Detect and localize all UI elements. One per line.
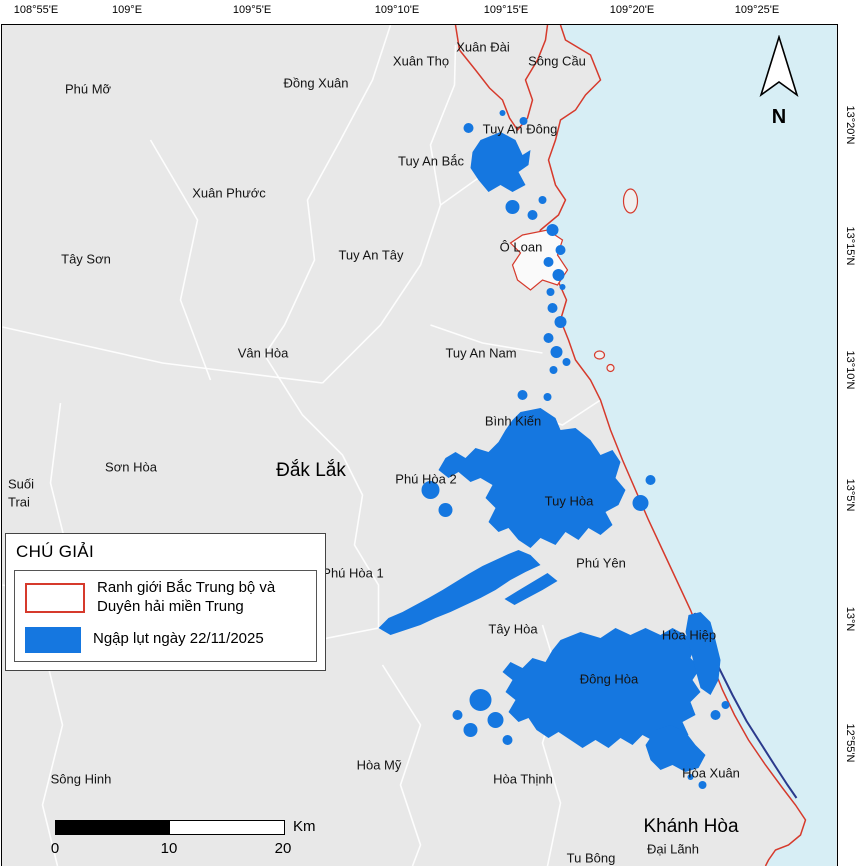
- scale-tick-10: 10: [160, 840, 178, 857]
- place-label-dai-lanh: Đại Lãnh: [646, 841, 700, 857]
- scale-bar-segments: [55, 820, 285, 835]
- scale-tick-0: 0: [50, 840, 60, 857]
- place-label-phu-hoa-2: Phú Hòa 2: [395, 471, 457, 487]
- place-label-dak-lak: Đắk Lắk: [276, 460, 346, 481]
- island: [606, 363, 615, 373]
- scale-unit-label: Km: [293, 818, 316, 835]
- place-label-hoa-hiep: Hòa Hiệp: [661, 627, 717, 643]
- graticule-right-3: 13°5'N: [844, 478, 856, 512]
- graticule-right-1: 13°15'N: [844, 226, 856, 266]
- legend-title: CHÚ GIẢI: [16, 542, 94, 561]
- place-label-tay-hoa: Tây Hòa: [488, 621, 538, 637]
- graticule-right-5: 12°55'N: [844, 723, 856, 763]
- place-label-tu-bong: Tu Bông: [566, 850, 616, 866]
- graticule-top-0: 108°55'E: [13, 4, 59, 16]
- place-label-tuy-an-tay: Tuy An Tây: [338, 247, 404, 263]
- scale-tick-20: 20: [274, 840, 292, 857]
- place-label-phu-hoa-1: Phú Hòa 1: [322, 565, 384, 581]
- place-label-hoa-my: Hòa Mỹ: [356, 757, 402, 773]
- place-label-o-loan: Ô Loan: [499, 239, 543, 255]
- graticule-top-2: 109°5'E: [232, 4, 272, 16]
- place-label-dong-hoa: Đông Hòa: [579, 671, 639, 687]
- north-letter: N: [771, 106, 787, 128]
- place-label-xuan-tho: Xuân Thọ: [392, 53, 450, 69]
- scale-bar: Km 0 10 20: [51, 818, 375, 864]
- map-svg: [2, 25, 837, 866]
- place-label-song-cau: Sông Cầu: [528, 53, 586, 69]
- place-label-tuy-hoa: Tuy Hòa: [544, 493, 594, 509]
- legend-items: Ranh giới Bắc Trung bộ và Duyên hải miền…: [14, 570, 317, 662]
- place-label-khanh-hoa: Khánh Hòa: [643, 816, 739, 837]
- place-label-van-hoa: Vân Hòa: [237, 345, 289, 361]
- legend-item-flood: Ngập lụt ngày 22/11/2025: [25, 626, 306, 653]
- graticule-right-4: 13°N: [844, 606, 856, 632]
- place-label-suoi-trai: Suối Trai: [8, 476, 35, 509]
- graticule-top-3: 109°10'E: [374, 4, 420, 16]
- boundary-swatch-icon: [25, 582, 85, 613]
- north-arrow: N: [755, 34, 803, 129]
- place-label-song-hinh: Sông Hinh: [50, 771, 112, 787]
- place-label-dong-xuan: Đồng Xuân: [283, 75, 349, 91]
- graticule-top-6: 109°25'E: [734, 4, 780, 16]
- place-label-phu-yen: Phú Yên: [576, 555, 626, 571]
- place-label-hoa-xuan: Hòa Xuân: [682, 765, 740, 781]
- place-label-tuy-an-bac: Tuy An Bắc: [398, 153, 464, 169]
- place-label-xuan-dai: Xuân Đài: [456, 39, 510, 55]
- scale-segment-dark: [56, 821, 170, 834]
- region-boundary: [454, 25, 807, 866]
- graticule-right-2: 13°10'N: [844, 350, 856, 390]
- graticule-top-4: 109°15'E: [483, 4, 529, 16]
- north-arrow-icon: [759, 34, 799, 98]
- graticule-top-1: 109°E: [111, 4, 143, 16]
- place-label-tuy-an-dong: Tuy An Đông: [482, 121, 558, 137]
- legend-label-boundary: Ranh giới Bắc Trung bộ và Duyên hải miền…: [97, 579, 276, 615]
- place-label-xuan-phuoc: Xuân Phước: [192, 185, 266, 201]
- place-label-phu-mo: Phú Mỡ: [64, 81, 112, 97]
- place-label-hoa-thinh: Hòa Thịnh: [493, 771, 553, 787]
- legend: CHÚ GIẢI Ranh giới Bắc Trung bộ và Duyên…: [5, 533, 326, 671]
- island: [593, 350, 606, 360]
- flood-swatch-icon: [25, 626, 81, 653]
- island: [622, 188, 639, 214]
- flood-layer: [378, 110, 730, 789]
- legend-label-flood: Ngập lụt ngày 22/11/2025: [93, 630, 264, 648]
- graticule-right-0: 13°20'N: [844, 105, 856, 145]
- place-label-tay-son: Tây Sơn: [61, 251, 111, 267]
- scale-segment-light: [170, 821, 284, 834]
- map-frame: Phú Mỡ Xuân Thọ Xuân Đài Sông Cầu Đồng X…: [1, 24, 838, 866]
- place-label-son-hoa: Sơn Hòa: [105, 459, 157, 475]
- place-label-tuy-an-nam: Tuy An Nam: [445, 345, 517, 361]
- place-label-binh-kien: Bình Kiến: [484, 413, 542, 429]
- graticule-top-5: 109°20'E: [609, 4, 655, 16]
- legend-item-boundary: Ranh giới Bắc Trung bộ và Duyên hải miền…: [25, 579, 306, 617]
